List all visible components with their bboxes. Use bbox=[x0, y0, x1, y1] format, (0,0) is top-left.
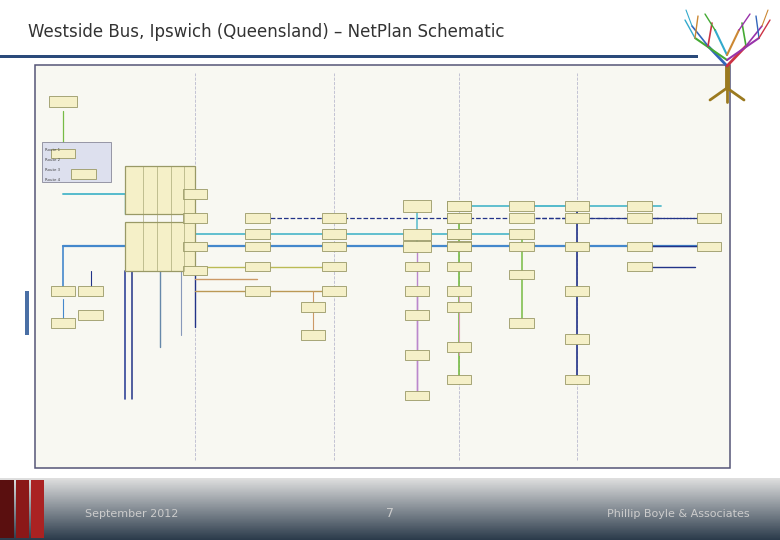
Bar bbox=[447, 241, 471, 252]
Bar bbox=[35, 65, 730, 468]
Bar bbox=[16, 480, 29, 538]
Bar bbox=[405, 262, 430, 271]
Bar bbox=[31, 480, 44, 538]
Bar bbox=[405, 286, 430, 295]
Bar bbox=[565, 201, 589, 211]
Bar bbox=[447, 213, 471, 223]
Bar bbox=[627, 213, 652, 223]
Bar bbox=[245, 286, 270, 295]
Bar bbox=[245, 262, 270, 271]
Bar bbox=[321, 262, 346, 271]
Bar bbox=[627, 262, 652, 271]
Bar bbox=[697, 241, 722, 251]
Bar bbox=[245, 241, 270, 251]
Bar bbox=[565, 213, 589, 223]
Bar bbox=[447, 342, 471, 352]
Bar bbox=[565, 375, 589, 384]
Text: 7: 7 bbox=[386, 508, 394, 521]
Bar bbox=[509, 201, 534, 211]
Bar bbox=[509, 318, 534, 328]
Text: Route 2: Route 2 bbox=[45, 158, 61, 161]
Bar bbox=[321, 213, 346, 223]
Bar bbox=[403, 200, 431, 212]
Bar bbox=[565, 286, 589, 295]
Text: Route 1: Route 1 bbox=[45, 147, 61, 152]
Bar bbox=[49, 96, 76, 107]
Bar bbox=[509, 269, 534, 279]
Bar bbox=[51, 318, 75, 328]
Bar bbox=[51, 286, 75, 295]
Bar bbox=[509, 213, 534, 223]
Text: September 2012: September 2012 bbox=[85, 509, 179, 519]
Bar bbox=[447, 229, 471, 239]
Bar bbox=[565, 241, 589, 251]
Bar bbox=[627, 201, 652, 211]
Bar bbox=[509, 241, 534, 251]
Bar bbox=[447, 375, 471, 384]
Bar bbox=[126, 222, 195, 271]
Bar bbox=[321, 286, 346, 295]
Bar bbox=[183, 241, 207, 251]
Bar bbox=[183, 213, 207, 223]
Bar bbox=[447, 262, 471, 271]
Bar bbox=[72, 169, 96, 179]
Bar bbox=[405, 350, 430, 360]
Bar bbox=[627, 241, 652, 251]
Bar bbox=[447, 286, 471, 295]
Bar bbox=[301, 302, 325, 312]
Bar bbox=[405, 390, 430, 400]
Bar bbox=[403, 228, 431, 240]
Bar bbox=[447, 201, 471, 211]
Bar bbox=[245, 213, 270, 223]
Bar bbox=[403, 241, 431, 252]
Bar bbox=[245, 230, 270, 239]
Bar bbox=[321, 230, 346, 239]
Bar bbox=[321, 241, 346, 251]
Bar bbox=[126, 166, 195, 214]
Text: Route 4: Route 4 bbox=[45, 178, 61, 182]
Bar bbox=[509, 230, 534, 239]
Bar bbox=[183, 266, 207, 275]
Bar bbox=[42, 141, 112, 182]
Bar bbox=[697, 213, 722, 223]
Bar bbox=[79, 286, 103, 295]
Bar bbox=[447, 213, 471, 223]
Bar bbox=[301, 330, 325, 340]
Bar bbox=[565, 334, 589, 344]
Bar bbox=[79, 310, 103, 320]
Bar bbox=[25, 291, 29, 335]
Bar bbox=[447, 241, 471, 251]
Text: Westside Bus, Ipswich (Queensland) – NetPlan Schematic: Westside Bus, Ipswich (Queensland) – Net… bbox=[28, 23, 505, 41]
Text: Route 3: Route 3 bbox=[45, 168, 61, 172]
Bar bbox=[0, 480, 14, 538]
Bar bbox=[183, 189, 207, 199]
Bar bbox=[447, 230, 471, 239]
Bar bbox=[51, 149, 75, 159]
Text: Phillip Boyle & Associates: Phillip Boyle & Associates bbox=[608, 509, 750, 519]
Bar bbox=[447, 201, 471, 211]
Bar bbox=[447, 302, 471, 312]
Bar bbox=[0, 55, 698, 58]
Bar bbox=[405, 310, 430, 320]
